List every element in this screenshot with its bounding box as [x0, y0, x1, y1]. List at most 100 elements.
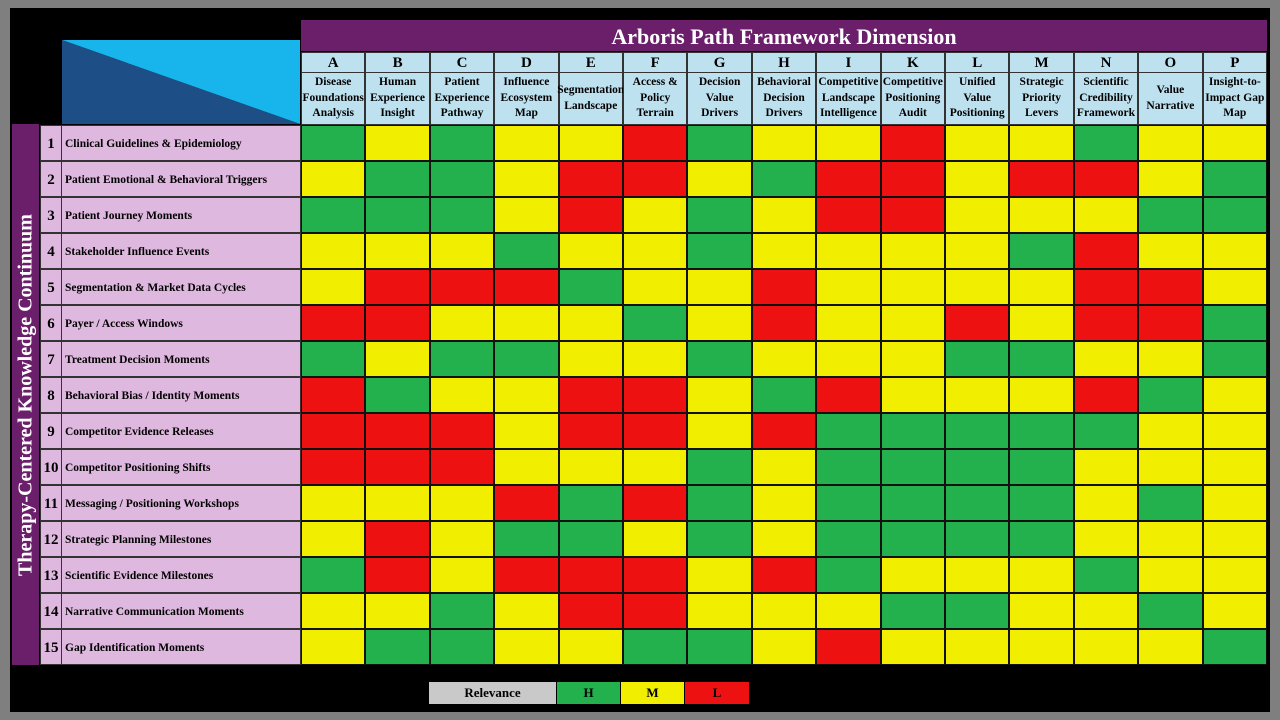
heatmap-cell [687, 485, 752, 521]
heatmap-cell [429, 269, 495, 305]
heatmap-cell [1073, 341, 1139, 377]
legend-item-L: L [685, 682, 749, 704]
heatmap-cell [1138, 305, 1203, 341]
heatmap-cell [1202, 413, 1267, 449]
column-letter-D: D [494, 52, 559, 73]
heatmap-cell [558, 521, 623, 557]
row-label-13: Scientific Evidence Milestones [61, 557, 301, 593]
heatmap-cell [558, 629, 623, 665]
row-number-5: 5 [40, 269, 62, 305]
heatmap-cell [623, 449, 688, 485]
row-label-10: Competitor Positioning Shifts [61, 449, 301, 485]
heatmap-cell [687, 341, 752, 377]
heatmap-cell [751, 485, 817, 521]
heatmap-cell [751, 521, 817, 557]
heatmap-cell [1138, 161, 1203, 197]
heatmap-cell [301, 269, 366, 305]
heatmap-cell [365, 449, 430, 485]
heatmap-cell [365, 125, 430, 161]
heatmap-cell [429, 557, 495, 593]
heatmap-cell [1073, 593, 1139, 629]
heatmap-cell [429, 629, 495, 665]
heatmap-cell [816, 125, 881, 161]
heatmap-cell [494, 377, 559, 413]
heatmap-cell [623, 593, 688, 629]
heatmap-cell [1202, 377, 1267, 413]
column-header-D: Influence Ecosystem Map [494, 72, 559, 125]
heatmap-cell [429, 197, 495, 233]
heatmap-cell [623, 557, 688, 593]
heatmap-cell [623, 233, 688, 269]
heatmap-cell [816, 485, 881, 521]
heatmap-cell [1009, 125, 1074, 161]
heatmap-cell [1009, 197, 1074, 233]
row-number-12: 12 [40, 521, 62, 557]
heatmap-cell [558, 593, 623, 629]
heatmap-cell [880, 557, 945, 593]
heatmap-cell [1073, 449, 1139, 485]
row-number-8: 8 [40, 377, 62, 413]
heatmap-cell [687, 161, 752, 197]
heatmap-cell [365, 341, 430, 377]
column-letter-I: I [816, 52, 881, 73]
heatmap-cell [751, 269, 817, 305]
heatmap-cell [429, 233, 495, 269]
heatmap-cell [945, 629, 1010, 665]
column-letter-G: G [687, 52, 752, 73]
heatmap-cell [687, 233, 752, 269]
heatmap-cell [1009, 269, 1074, 305]
heatmap-cell [301, 341, 366, 377]
heatmap-cell [687, 413, 752, 449]
row-label-14: Narrative Communication Moments [61, 593, 301, 629]
row-label-4: Stakeholder Influence Events [61, 233, 301, 269]
heatmap-cell [301, 485, 366, 521]
heatmap-cell [751, 341, 817, 377]
heatmap-cell [1202, 449, 1267, 485]
heatmap-cell [1009, 521, 1074, 557]
heatmap-cell [945, 341, 1010, 377]
heatmap-cell [301, 449, 366, 485]
heatmap-cell [1202, 161, 1267, 197]
heatmap-cell [1073, 161, 1139, 197]
heatmap-cell [751, 449, 817, 485]
heatmap-cell [1138, 593, 1203, 629]
heatmap-cell [494, 197, 559, 233]
heatmap-cell [1138, 449, 1203, 485]
heatmap-cell [1138, 629, 1203, 665]
row-label-6: Payer / Access Windows [61, 305, 301, 341]
heatmap-cell [945, 233, 1010, 269]
column-header-N: Scientific Credibility Framework [1073, 72, 1139, 125]
heatmap-cell [1009, 413, 1074, 449]
row-number-3: 3 [40, 197, 62, 233]
heatmap-cell [365, 305, 430, 341]
heatmap-cell [816, 269, 881, 305]
heatmap-cell [623, 377, 688, 413]
heatmap-cell [1009, 233, 1074, 269]
heatmap-cell [301, 233, 366, 269]
heatmap-cell [365, 521, 430, 557]
heatmap-cell [1009, 629, 1074, 665]
heatmap-cell [429, 413, 495, 449]
heatmap-cell [301, 593, 366, 629]
row-number-2: 2 [40, 161, 62, 197]
column-header-L: Unified Value Positioning [945, 72, 1010, 125]
heatmap-cell [687, 125, 752, 161]
column-header-I: Competitive Landscape Intelligence [816, 72, 881, 125]
heatmap-cell [494, 161, 559, 197]
heatmap-cell [494, 629, 559, 665]
row-label-8: Behavioral Bias / Identity Moments [61, 377, 301, 413]
heatmap-cell [365, 377, 430, 413]
heatmap-cell [365, 593, 430, 629]
row-number-6: 6 [40, 305, 62, 341]
heatmap-cell [494, 125, 559, 161]
heatmap-cell [494, 269, 559, 305]
heatmap-cell [429, 161, 495, 197]
heatmap-cell [751, 557, 817, 593]
heatmap-cell [623, 305, 688, 341]
heatmap-cell [816, 449, 881, 485]
heatmap-cell [751, 413, 817, 449]
column-letter-E: E [558, 52, 623, 73]
heatmap-cell [945, 521, 1010, 557]
heatmap-cell [1073, 413, 1139, 449]
column-header-G: Decision Value Drivers [687, 72, 752, 125]
